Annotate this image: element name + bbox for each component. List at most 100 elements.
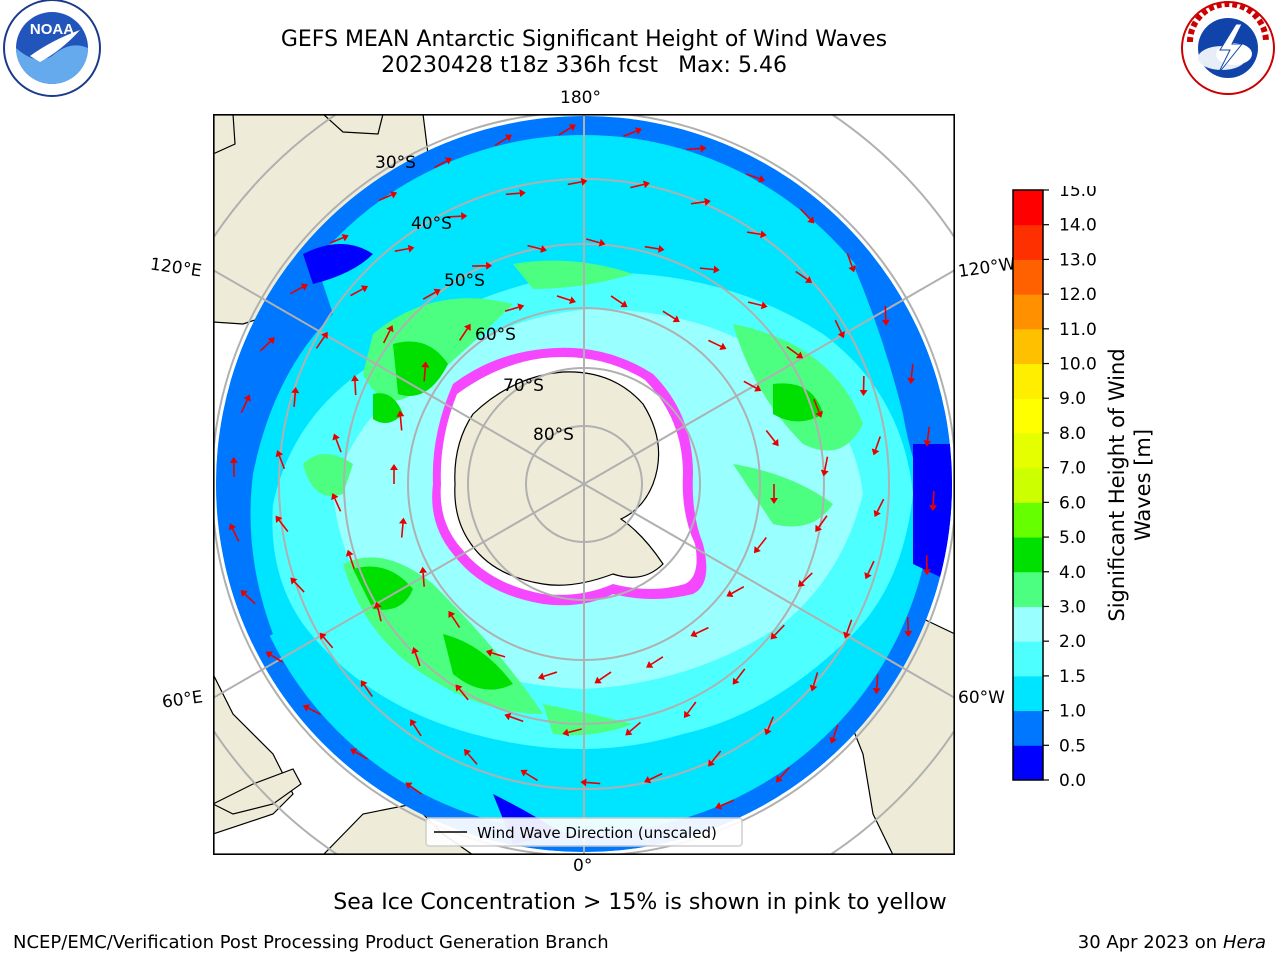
wave-arrow-shaft bbox=[231, 528, 240, 542]
wave-arrow-shaft bbox=[846, 253, 853, 267]
colorbar-tick-label: 0.0 bbox=[1059, 771, 1086, 786]
wave-arrow-head bbox=[537, 672, 545, 681]
wave-arrow-head bbox=[809, 684, 818, 692]
wave-arrow-shaft bbox=[795, 270, 808, 281]
colorbar-swatch bbox=[1013, 675, 1043, 712]
colorbar-swatch bbox=[1013, 641, 1043, 677]
wave-arrow-head bbox=[700, 144, 707, 153]
wave-arrow-shaft bbox=[354, 381, 357, 396]
wave-arrow-head bbox=[390, 464, 398, 470]
colorbar-tick-label: 7.0 bbox=[1059, 459, 1086, 479]
wave-arrow-shaft bbox=[630, 183, 645, 189]
wave-arrow-head bbox=[864, 572, 872, 580]
wave-arrow-head bbox=[815, 410, 823, 418]
wave-arrow-shaft bbox=[270, 654, 284, 663]
wave-arrow-head bbox=[771, 439, 779, 447]
wave-arrow-shaft bbox=[422, 572, 425, 587]
wave-arrow-head bbox=[386, 325, 394, 333]
wave-arrow-shaft bbox=[695, 626, 709, 635]
wave-arrow-shaft bbox=[623, 130, 637, 137]
wave-arrow-head bbox=[758, 175, 766, 183]
colorbar-title: Significant Height of Wind Waves [m] bbox=[1105, 348, 1155, 621]
chart-subtitle: 20230428 t18z 336h fcst Max: 5.46 bbox=[0, 53, 1168, 79]
wave-arrow-head bbox=[410, 719, 417, 727]
lon-label-0: 0° bbox=[573, 856, 593, 876]
wave-arrow-shaft bbox=[244, 593, 256, 605]
nws-logo bbox=[1181, 1, 1275, 95]
wave-arrow-head bbox=[405, 782, 413, 790]
wave-arrow-shaft bbox=[731, 586, 745, 595]
colorbar-tick-label: 4.0 bbox=[1059, 563, 1086, 583]
wave-arrow-head bbox=[580, 177, 588, 186]
wave-arrow-head bbox=[520, 769, 528, 777]
wave-arrow-head bbox=[625, 728, 633, 736]
wave-arrow-head bbox=[715, 802, 723, 810]
wave-arrow-head bbox=[754, 384, 762, 392]
wave-arrow-head bbox=[807, 216, 815, 224]
wave-direction-arrows bbox=[228, 124, 938, 810]
wave-arrow-head bbox=[407, 244, 415, 253]
wave-arrow-head bbox=[770, 498, 778, 504]
wave-arrow-head bbox=[598, 238, 606, 247]
colorbar-tick-label: 5.0 bbox=[1059, 528, 1086, 548]
wave-arrow-shaft bbox=[875, 674, 879, 689]
wave-arrow-shaft bbox=[278, 519, 289, 532]
wave-arrow-head bbox=[829, 736, 837, 744]
wave-arrow-shaft bbox=[818, 515, 828, 528]
colorbar-frame bbox=[1012, 189, 1044, 781]
graticule bbox=[213, 114, 955, 855]
wave-arrow-shaft bbox=[527, 244, 542, 250]
lat-label-30s: 30°S bbox=[375, 153, 416, 173]
wave-arrow-shaft bbox=[240, 399, 248, 414]
wave-arrow-head bbox=[267, 337, 275, 345]
wave-arrow-shaft bbox=[350, 288, 364, 297]
colorbar-tick-label: 1.5 bbox=[1059, 667, 1086, 687]
wave-arrow-shaft bbox=[747, 301, 762, 307]
wave-arrow-shaft bbox=[799, 208, 811, 220]
max-value-label: Max: 5.46 bbox=[678, 53, 787, 78]
colorbar-label-line2: Waves [m] bbox=[1131, 429, 1155, 541]
wave-arrow-shaft bbox=[812, 672, 819, 687]
wave-arrow-shaft bbox=[629, 721, 641, 733]
wave-arrow-head bbox=[764, 728, 772, 736]
wave-arrow-shaft bbox=[329, 236, 344, 244]
wave-arrow-shaft bbox=[813, 398, 820, 413]
wave-arrow-head bbox=[804, 276, 813, 283]
wave-arrow-shaft bbox=[363, 684, 373, 697]
branch-credit: NCEP/EMC/Verification Post Processing Pr… bbox=[13, 932, 609, 953]
wave-arrow-head bbox=[815, 524, 823, 533]
wave-arrow-head bbox=[683, 710, 691, 719]
wave-arrow-shaft bbox=[467, 753, 478, 765]
wave-arrow-shaft bbox=[662, 310, 676, 320]
wave-arrow-head bbox=[265, 651, 273, 659]
lat-label-40s: 40°S bbox=[411, 214, 452, 234]
wave-arrow-shaft bbox=[412, 723, 422, 737]
wave-arrow-head bbox=[433, 288, 441, 296]
wave-arrow-shaft bbox=[322, 636, 334, 649]
wave-arrow-shaft bbox=[494, 137, 508, 147]
wave-arrow-shaft bbox=[910, 364, 914, 379]
wave-arrow-shaft bbox=[394, 247, 409, 252]
colorbar-tick-label: 9.0 bbox=[1059, 389, 1086, 409]
wave-arrow-shaft bbox=[491, 652, 506, 658]
wave-arrow-shaft bbox=[505, 192, 520, 196]
wave-arrow-shaft bbox=[458, 688, 469, 701]
wave-arrow-head bbox=[228, 523, 237, 531]
wave-arrow-shaft bbox=[293, 392, 297, 407]
wave-arrow-shaft bbox=[451, 615, 461, 629]
wave-arrow-head bbox=[373, 601, 382, 609]
wave-arrow-head bbox=[243, 394, 251, 402]
wave-arrow-head bbox=[463, 323, 471, 331]
wave-arrow-shaft bbox=[504, 306, 519, 312]
wave-arrow-head bbox=[837, 331, 845, 339]
wave-arrow-head bbox=[319, 632, 327, 640]
wave-arrow-head bbox=[444, 157, 453, 165]
wave-arrow-head bbox=[719, 342, 727, 351]
map-legend: Wind Wave Direction (unscaled) bbox=[425, 817, 743, 847]
lat-label-70s: 70°S bbox=[503, 376, 544, 396]
wave-height-map: 30°S 40°S 50°S 60°S 70°S 80°S Wind Wave … bbox=[213, 114, 955, 855]
colorbar-tick-label: 12.0 bbox=[1059, 285, 1097, 305]
wave-arrow-shaft bbox=[686, 701, 697, 714]
wave-arrow-head bbox=[760, 301, 768, 310]
colorbar-tick-label: 15.0 bbox=[1059, 186, 1097, 201]
